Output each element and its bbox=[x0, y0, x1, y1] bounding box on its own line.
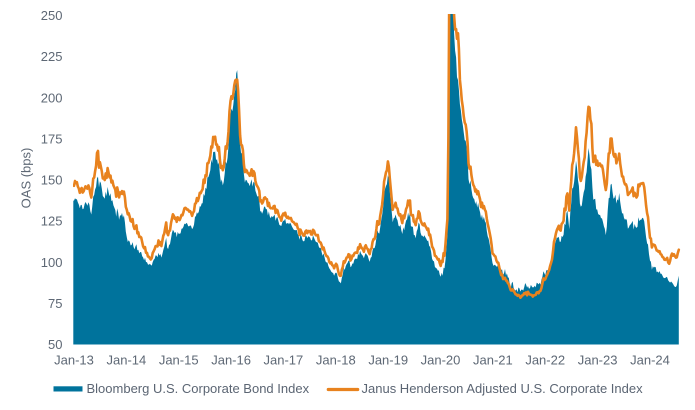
svg-text:125: 125 bbox=[41, 214, 63, 229]
svg-text:150: 150 bbox=[41, 173, 63, 188]
svg-text:Jan-24: Jan-24 bbox=[630, 353, 670, 368]
svg-text:Jan-22: Jan-22 bbox=[525, 353, 565, 368]
svg-text:200: 200 bbox=[41, 90, 63, 105]
svg-text:75: 75 bbox=[48, 296, 62, 311]
svg-text:225: 225 bbox=[41, 49, 63, 64]
svg-text:Jan-16: Jan-16 bbox=[211, 353, 251, 368]
svg-text:Jan-13: Jan-13 bbox=[54, 353, 94, 368]
svg-text:Jan-14: Jan-14 bbox=[107, 353, 147, 368]
svg-text:Jan-18: Jan-18 bbox=[316, 353, 356, 368]
svg-text:100: 100 bbox=[41, 255, 63, 270]
svg-text:Jan-17: Jan-17 bbox=[264, 353, 304, 368]
svg-text:Jan-20: Jan-20 bbox=[421, 353, 461, 368]
svg-text:Jan-15: Jan-15 bbox=[159, 353, 199, 368]
svg-text:Jan-23: Jan-23 bbox=[578, 353, 618, 368]
svg-text:Jan-21: Jan-21 bbox=[473, 353, 513, 368]
svg-text:175: 175 bbox=[41, 132, 63, 147]
svg-text:50: 50 bbox=[48, 337, 62, 352]
svg-text:Jan-19: Jan-19 bbox=[368, 353, 408, 368]
svg-text:Bloomberg U.S. Corporate Bond: Bloomberg U.S. Corporate Bond Index bbox=[87, 381, 310, 396]
svg-text:OAS (bps): OAS (bps) bbox=[19, 148, 34, 209]
svg-text:250: 250 bbox=[41, 8, 63, 23]
svg-text:Janus Henderson Adjusted U.S.: Janus Henderson Adjusted U.S. Corporate … bbox=[362, 381, 644, 396]
